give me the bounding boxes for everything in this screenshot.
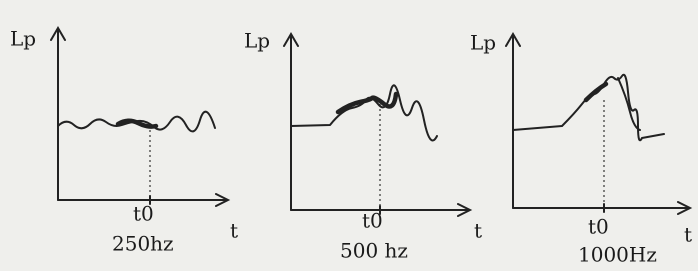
x-label: t bbox=[230, 219, 238, 243]
frequency-label: 500 hz bbox=[340, 239, 408, 263]
y-label: Lp bbox=[244, 29, 270, 53]
frequency-label: 1000Hz bbox=[578, 243, 657, 267]
y-label: Lp bbox=[10, 27, 36, 51]
y-label: Lp bbox=[470, 31, 496, 55]
diagram: Lp t t0 250hz Lp t t0 500 hz Lp t t0 100… bbox=[0, 0, 698, 271]
x-label: t bbox=[684, 223, 692, 247]
marker-label: t0 bbox=[133, 202, 154, 226]
marker-label: t0 bbox=[362, 209, 383, 233]
marker-label: t0 bbox=[588, 215, 609, 239]
x-label: t bbox=[474, 219, 482, 243]
page: {"panels": [ {"y_label": "Lp", "x_label"… bbox=[0, 0, 698, 271]
frequency-label: 250hz bbox=[112, 232, 174, 256]
